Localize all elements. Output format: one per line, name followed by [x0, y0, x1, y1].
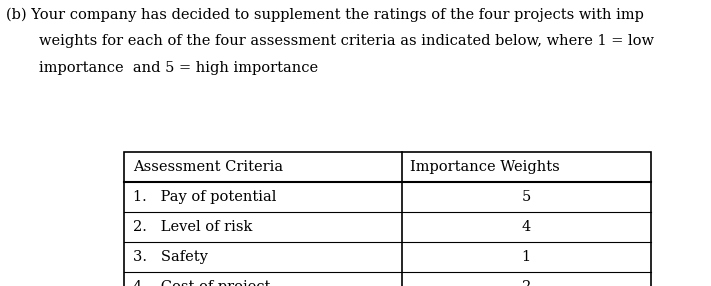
FancyBboxPatch shape [124, 152, 651, 286]
Text: importance  and 5 = high importance: importance and 5 = high importance [39, 61, 319, 76]
Text: Importance Weights: Importance Weights [410, 160, 560, 174]
Text: 2.   Level of risk: 2. Level of risk [133, 220, 252, 234]
Text: weights for each of the four assessment criteria as indicated below, where 1 = l: weights for each of the four assessment … [39, 34, 654, 48]
Text: 1.   Pay of potential: 1. Pay of potential [133, 190, 277, 204]
Text: 3.   Safety: 3. Safety [133, 250, 208, 264]
Text: Assessment Criteria: Assessment Criteria [133, 160, 283, 174]
Text: 4: 4 [521, 220, 531, 234]
Text: 1: 1 [522, 250, 530, 264]
Text: (b) Your company has decided to supplement the ratings of the four projects with: (b) Your company has decided to suppleme… [6, 7, 643, 21]
Text: 5: 5 [521, 190, 531, 204]
Text: 2: 2 [521, 280, 531, 286]
Text: 4.   Cost of project: 4. Cost of project [133, 280, 270, 286]
